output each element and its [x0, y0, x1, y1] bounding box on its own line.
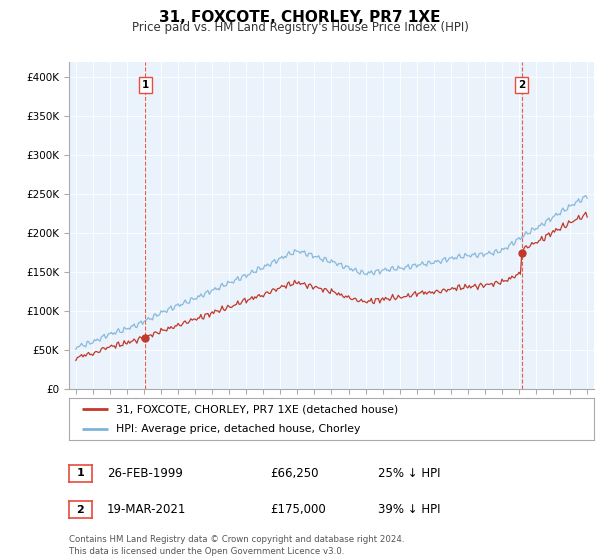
Text: Price paid vs. HM Land Registry's House Price Index (HPI): Price paid vs. HM Land Registry's House …: [131, 21, 469, 34]
Text: 31, FOXCOTE, CHORLEY, PR7 1XE (detached house): 31, FOXCOTE, CHORLEY, PR7 1XE (detached …: [116, 404, 398, 414]
Text: 1: 1: [77, 468, 84, 478]
Text: 39% ↓ HPI: 39% ↓ HPI: [378, 503, 440, 516]
Text: 31, FOXCOTE, CHORLEY, PR7 1XE: 31, FOXCOTE, CHORLEY, PR7 1XE: [159, 10, 441, 25]
Text: £175,000: £175,000: [270, 503, 326, 516]
Text: £66,250: £66,250: [270, 466, 319, 480]
Text: 1: 1: [142, 80, 149, 90]
Text: 2: 2: [518, 80, 526, 90]
Text: 2: 2: [77, 505, 84, 515]
Text: 26-FEB-1999: 26-FEB-1999: [107, 466, 182, 480]
Text: 19-MAR-2021: 19-MAR-2021: [107, 503, 186, 516]
Text: HPI: Average price, detached house, Chorley: HPI: Average price, detached house, Chor…: [116, 424, 361, 434]
Text: Contains HM Land Registry data © Crown copyright and database right 2024.
This d: Contains HM Land Registry data © Crown c…: [69, 535, 404, 556]
Text: 25% ↓ HPI: 25% ↓ HPI: [378, 466, 440, 480]
